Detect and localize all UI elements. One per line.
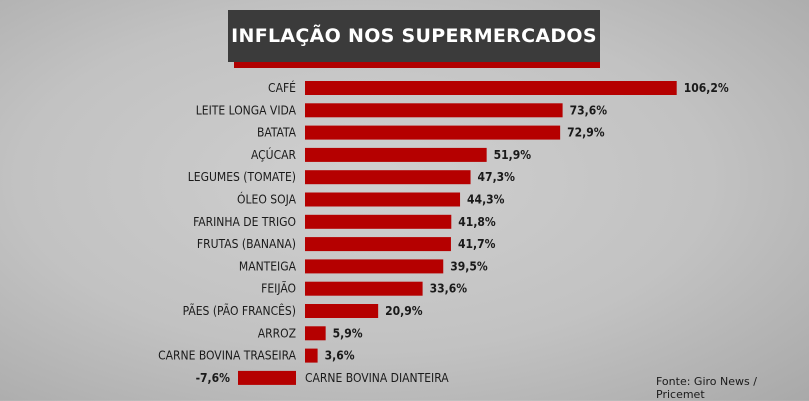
bar-paes-pao-frances [305,304,379,318]
bar-legumes-tomate [305,170,471,185]
category-label-arroz: ARROZ [258,326,296,340]
value-label-acucar: 51,9% [494,148,532,162]
value-label-cafe: 106,2% [684,81,729,95]
value-label-legumes-tomate: 47,3% [478,170,516,184]
category-label-oleo-soja: ÓLEO SOJA [237,192,297,207]
category-label-batata: BATATA [257,126,297,140]
value-label-carne-bovina-dianteira: -7,6% [196,371,231,385]
value-label-manteiga: 39,5% [450,259,488,273]
bar-carne-bovina-traseira [305,348,318,363]
category-label-manteiga: MANTEIGA [239,259,297,273]
category-label-cafe: CAFÉ [268,80,296,95]
category-label-acucar: AÇÚCAR [251,147,297,162]
bar-manteiga [305,259,444,274]
value-label-oleo-soja: 44,3% [467,193,505,207]
bar-arroz [305,326,326,341]
bar-frutas-banana [305,237,451,252]
value-label-arroz: 5,9% [333,326,363,340]
chart-title: INFLAÇÃO NOS SUPERMERCADOS [228,10,600,62]
source-note: Fonte: Giro News / Pricemet [656,375,757,401]
category-label-legumes-tomate: LEGUMES (TOMATE) [188,170,296,184]
bar-feijao [305,281,423,296]
bar-leite-longa-vida [305,103,563,118]
category-label-leite-longa-vida: LEITE LONGA VIDA [196,103,297,117]
bar-batata [305,125,561,140]
category-label-carne-bovina-dianteira: CARNE BOVINA DIANTEIRA [305,371,449,385]
category-label-feijao: FEIJÃO [261,281,296,296]
bar-farinha-de-trigo [305,214,452,229]
category-label-farinha-de-trigo: FARINHA DE TRIGO [193,215,296,229]
value-label-feijao: 33,6% [430,282,468,296]
value-label-paes-pao-frances: 20,9% [385,304,423,318]
bar-acucar [305,147,487,162]
bar-cafe [305,81,677,95]
bar-oleo-soja [305,192,461,207]
value-label-farinha-de-trigo: 41,8% [458,215,496,229]
value-label-frutas-banana: 41,7% [458,237,496,251]
value-label-carne-bovina-traseira: 3,6% [325,349,355,363]
category-label-carne-bovina-traseira: CARNE BOVINA TRASEIRA [158,349,297,363]
value-label-batata: 72,9% [567,126,605,140]
category-label-paes-pao-frances: PÃES (PÃO FRANCÊS) [183,303,296,318]
category-label-frutas-banana: FRUTAS (BANANA) [197,237,296,251]
bar-carne-bovina-dianteira [238,370,296,385]
value-label-leite-longa-vida: 73,6% [570,103,608,117]
